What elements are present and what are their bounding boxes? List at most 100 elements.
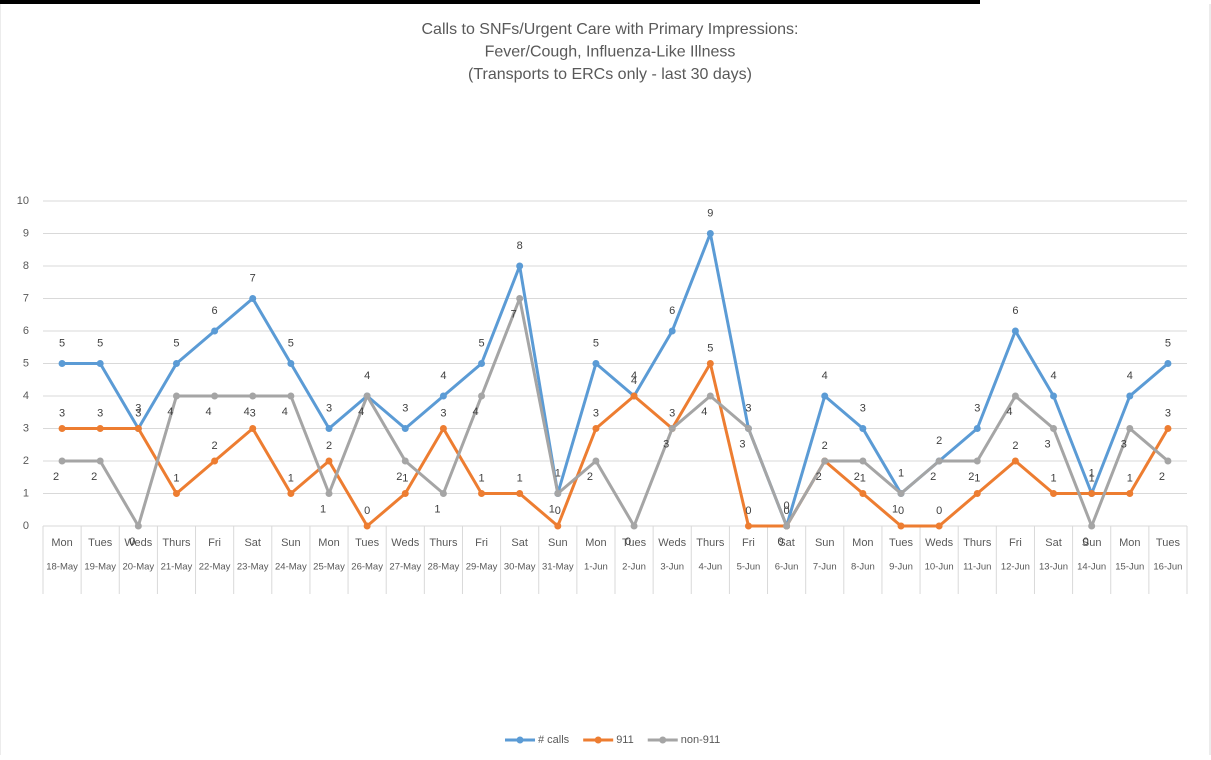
y-tick-label: 5 xyxy=(23,357,29,369)
data-label: 5 xyxy=(478,337,484,349)
x-tick-label: Sat xyxy=(511,537,528,549)
data-point xyxy=(134,425,142,432)
data-label: 2 xyxy=(587,471,593,483)
data-label: 3 xyxy=(440,407,446,419)
x-tick-label: Weds xyxy=(925,537,953,549)
x-tick-label: Thurs xyxy=(696,537,725,549)
chart-title: Fever/Cough, Influenza-Like Illness xyxy=(485,44,736,61)
data-point xyxy=(363,392,371,400)
data-point xyxy=(211,392,219,400)
data-label: 1 xyxy=(517,472,523,484)
data-label: 0 xyxy=(936,505,942,517)
y-tick-label: 10 xyxy=(17,195,29,207)
data-point xyxy=(172,392,180,400)
x-tick-label: Mon xyxy=(852,537,873,549)
x-tick-label: 20-May xyxy=(122,562,154,573)
data-point xyxy=(897,490,905,497)
data-point xyxy=(554,490,562,497)
data-point xyxy=(859,490,867,497)
data-label: 1 xyxy=(898,467,904,479)
data-point xyxy=(554,522,562,530)
data-point xyxy=(744,425,752,432)
x-tick-label: 15-Jun xyxy=(1115,562,1144,573)
x-tick-label: 22-May xyxy=(199,562,231,573)
data-point xyxy=(1126,425,1134,432)
data-label: 2 xyxy=(968,471,974,483)
x-tick-label: 11-Jun xyxy=(963,562,991,573)
data-point xyxy=(249,295,257,302)
data-point xyxy=(287,360,295,367)
data-point xyxy=(58,360,66,367)
top-bar xyxy=(0,0,980,4)
data-point xyxy=(211,457,219,465)
x-tick-label: Weds xyxy=(658,537,686,549)
data-point xyxy=(706,392,714,400)
data-point xyxy=(325,425,333,432)
x-tick-label: 10-Jun xyxy=(925,562,954,573)
data-label: 2 xyxy=(91,471,97,483)
x-tick-label: 18-May xyxy=(46,562,78,573)
x-tick-label: Tues xyxy=(88,537,113,549)
data-label: 0 xyxy=(1083,536,1089,548)
data-point xyxy=(1164,360,1172,367)
data-point xyxy=(172,490,180,497)
data-point xyxy=(1050,425,1058,432)
data-label: 6 xyxy=(1012,305,1018,317)
data-label: 0 xyxy=(745,505,751,517)
data-label: 5 xyxy=(707,342,713,354)
data-point xyxy=(363,522,371,530)
x-tick-label: Fri xyxy=(208,537,221,549)
data-point xyxy=(478,392,486,400)
y-tick-label: 2 xyxy=(23,455,29,467)
legend-marker xyxy=(659,736,667,744)
data-label: 0 xyxy=(898,505,904,517)
x-tick-label: Thurs xyxy=(963,537,992,549)
data-point xyxy=(1050,490,1058,497)
data-label: 2 xyxy=(936,435,942,447)
x-tick-label: Sat xyxy=(244,537,261,549)
x-tick-label: Thurs xyxy=(429,537,458,549)
x-tick-label: 29-May xyxy=(466,562,498,573)
data-label: 4 xyxy=(1050,370,1056,382)
data-label: 5 xyxy=(593,337,599,349)
data-point xyxy=(401,490,409,497)
data-label: 3 xyxy=(326,402,332,414)
y-tick-label: 8 xyxy=(23,260,29,272)
data-label: 2 xyxy=(396,471,402,483)
data-label: 2 xyxy=(854,471,860,483)
data-label: 0 xyxy=(364,505,370,517)
x-tick-label: Sat xyxy=(778,537,795,549)
data-point xyxy=(96,360,104,367)
chart-title: (Transports to ERCs only - last 30 days) xyxy=(468,66,752,83)
data-label: 3 xyxy=(663,438,669,450)
data-label: 4 xyxy=(244,406,250,418)
data-label: 6 xyxy=(212,305,218,317)
x-tick-label: Mon xyxy=(318,537,339,549)
data-label: 6 xyxy=(669,305,675,317)
data-label: 4 xyxy=(1006,406,1012,418)
legend-label: non-911 xyxy=(681,734,721,746)
x-tick-label: Sat xyxy=(1045,537,1062,549)
data-label: 2 xyxy=(816,471,822,483)
data-label: 1 xyxy=(1127,472,1133,484)
data-label: 5 xyxy=(1165,337,1171,349)
data-point xyxy=(287,392,295,400)
x-tick-label: Mon xyxy=(585,537,606,549)
data-point xyxy=(1050,392,1058,400)
legend-label: # calls xyxy=(538,734,570,746)
x-tick-label: 4-Jun xyxy=(698,562,722,573)
data-point xyxy=(287,490,295,497)
x-tick-label: 26-May xyxy=(351,562,383,573)
data-label: 3 xyxy=(739,438,745,450)
data-label: 4 xyxy=(631,375,637,387)
data-label: 2 xyxy=(822,440,828,452)
data-point xyxy=(859,425,867,432)
x-tick-label: 3-Jun xyxy=(660,562,684,573)
data-label: 4 xyxy=(1127,370,1133,382)
data-label: 3 xyxy=(250,407,256,419)
data-label: 3 xyxy=(745,402,751,414)
series-line xyxy=(62,232,1169,528)
data-point xyxy=(478,490,486,497)
x-tick-label: Tues xyxy=(889,537,914,549)
